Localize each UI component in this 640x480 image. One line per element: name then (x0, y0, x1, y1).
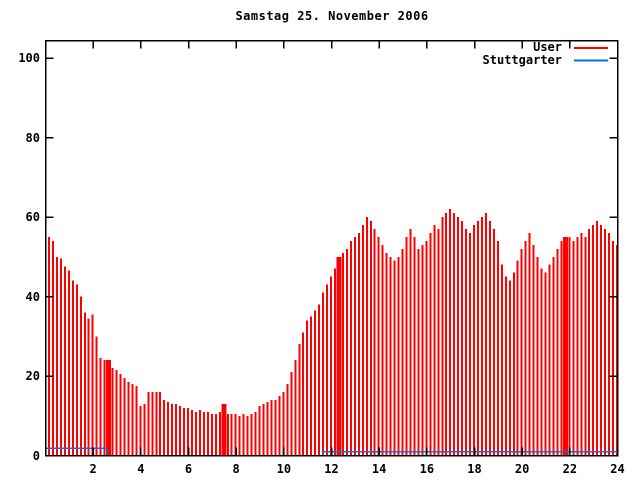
y-tick-label: 60 (25, 210, 40, 224)
x-tick-label: 18 (467, 461, 482, 476)
y-tick-label: 100 (18, 51, 40, 65)
legend-label-user: User (533, 40, 562, 54)
axes-and-ticks (44, 39, 619, 457)
x-tick-label: 2 (89, 461, 97, 476)
x-tick-label: 10 (276, 461, 292, 476)
user-impulse-bars (48, 209, 619, 455)
x-tick-label: 8 (232, 461, 240, 476)
x-tick-label: 16 (419, 461, 435, 476)
x-tick-label: 6 (184, 461, 193, 476)
x-tick-label: 22 (562, 461, 578, 476)
x-tick-label: 14 (371, 461, 387, 476)
chart-title: Samstag 25. November 2006 (235, 9, 429, 23)
x-tick-label: 12 (324, 461, 339, 476)
y-tick-label: 40 (25, 289, 40, 304)
y-tick-label: 80 (25, 130, 40, 145)
x-tick-label: 20 (514, 461, 530, 476)
y-tick-label: 20 (25, 369, 40, 383)
x-tick-label: 4 (137, 461, 145, 476)
y-tick-label: 0 (32, 448, 40, 463)
x-tick-label: 24 (610, 461, 625, 476)
legend-sample-lines (574, 47, 608, 62)
legend-label-stuttgarter: Stuttgarter (482, 53, 562, 67)
